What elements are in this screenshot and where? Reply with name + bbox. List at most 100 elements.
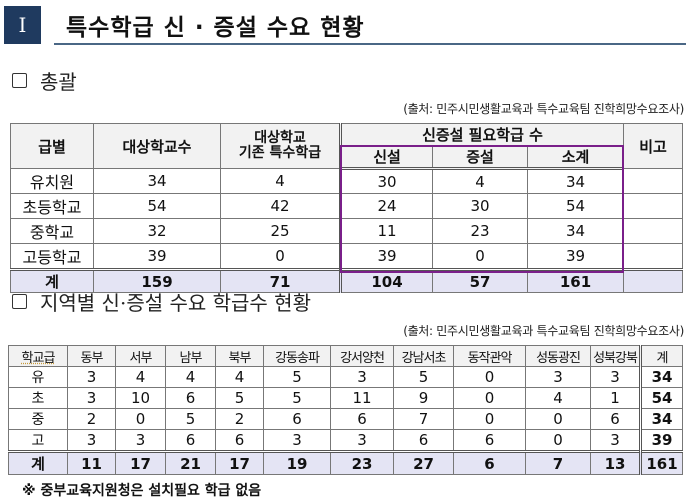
cell: 6: [165, 429, 216, 452]
section-number-badge: I: [4, 6, 41, 44]
cell: 3: [590, 429, 641, 452]
cell-subtotal: 54: [527, 193, 624, 219]
cell-level: 고등학교: [10, 243, 94, 270]
cell: 0: [453, 387, 526, 409]
cell-schools: 32: [93, 218, 221, 244]
cell: 계: [8, 450, 68, 475]
cell: 4: [165, 366, 216, 388]
cell-level: 유치원: [10, 168, 94, 194]
cell: 6: [330, 408, 394, 430]
cell: 3: [115, 429, 166, 452]
header-cell: 북부: [215, 345, 264, 367]
cell: 34: [639, 408, 683, 430]
cell-remarks: [623, 218, 683, 244]
cell-existing: 4: [220, 168, 342, 194]
cell: 11: [330, 387, 394, 409]
header-cell: 학교급: [8, 345, 68, 367]
cell: 6: [165, 387, 216, 409]
cell: 6: [453, 450, 526, 475]
header-needed-group: 신증설 필요학급 수: [340, 123, 624, 146]
cell: 5: [165, 408, 216, 430]
header-existing: 대상학교 기존 특수학급: [220, 123, 342, 169]
cell: 6: [590, 408, 641, 430]
cell-expand: 23: [432, 218, 528, 244]
cell: 161: [639, 450, 683, 475]
cell-expand: 0: [432, 243, 528, 270]
header-existing-line1: 대상학교: [254, 130, 306, 146]
cell: 중: [8, 408, 68, 430]
cell: 0: [525, 408, 591, 430]
cell: 고: [8, 429, 68, 452]
cell: 11: [67, 450, 116, 475]
section-title-summary: 총괄: [40, 70, 77, 94]
regional-table: 학교급 동부 서부 남부 북부 강동송파 강서양천 강남서초 동작관악 성동광진…: [8, 345, 683, 475]
cell: 2: [67, 408, 116, 430]
table-row: 초 3 10 6 5 5 11 9 0 4 1 54: [8, 387, 683, 409]
header-cell: 성동광진: [525, 345, 591, 367]
cell: 5: [215, 387, 264, 409]
cell-remarks: [623, 168, 683, 194]
cell-remarks: [623, 268, 683, 293]
cell: 3: [330, 366, 394, 388]
cell: 3: [330, 429, 394, 452]
cell-remarks: [623, 243, 683, 270]
cell: 3: [67, 366, 116, 388]
cell: 7: [525, 450, 591, 475]
cell: 3: [67, 387, 116, 409]
header-cell: 서부: [115, 345, 166, 367]
source-note: (출처: 민주시민생활교육과 특수교육팀 진학희망수요조사): [403, 324, 684, 338]
page-title: 특수학급 신 · 증설 수요 현황: [66, 15, 365, 41]
cell: 7: [393, 408, 454, 430]
cell: 3: [67, 429, 116, 452]
cell: 34: [639, 366, 683, 388]
cell: 4: [525, 387, 591, 409]
cell-new: 11: [340, 218, 433, 244]
header-subtotal: 소계: [527, 145, 624, 170]
cell: 0: [115, 408, 166, 430]
cell: 5: [263, 366, 331, 388]
cell: 21: [165, 450, 216, 475]
cell: 0: [453, 366, 526, 388]
cell: 2: [215, 408, 264, 430]
table-row: 중학교 32 25 11 23 34: [10, 218, 683, 244]
header-existing-line2: 기존 특수학급: [238, 145, 322, 161]
cell-remarks: [623, 193, 683, 219]
cell-subtotal: 34: [527, 168, 624, 194]
cell: 19: [263, 450, 331, 475]
header-row: 학교급 동부 서부 남부 북부 강동송파 강서양천 강남서초 동작관악 성동광진…: [8, 345, 683, 367]
cell-schools: 54: [93, 193, 221, 219]
cell: 27: [393, 450, 454, 475]
cell: 0: [453, 408, 526, 430]
section-title-regional: 지역별 신·증설 수요 학급수 현황: [40, 291, 311, 315]
header-cell: 강서양천: [330, 345, 394, 367]
header-cell: 남부: [165, 345, 216, 367]
header-cell: 동부: [67, 345, 116, 367]
header-cell: 성북강북: [590, 345, 641, 367]
header-expand: 증설: [432, 145, 528, 170]
cell-level: 초등학교: [10, 193, 94, 219]
cell-new: 24: [340, 193, 433, 219]
cell: 17: [215, 450, 264, 475]
cell-schools: 39: [93, 243, 221, 270]
cell-level: 중학교: [10, 218, 94, 244]
table-row: 유 3 4 4 4 5 3 5 0 3 3 34: [8, 366, 683, 388]
cell: 유: [8, 366, 68, 388]
total-row: 계 11 17 21 17 19 23 27 6 7 13 161: [8, 450, 683, 475]
header-new: 신설: [340, 145, 433, 170]
cell-schools: 159: [93, 268, 221, 293]
table-row: 고등학교 39 0 39 0 39: [10, 243, 683, 270]
summary-table: 급별 대상학교수 대상학교 기존 특수학급 신증설 필요학급 수 비고 신설 증…: [10, 123, 683, 293]
footnote: ※ 중부교육지원청은 설치필요 학급 없음: [22, 483, 262, 499]
cell-new: 104: [340, 268, 433, 293]
cell: 39: [639, 429, 683, 452]
cell: 6: [263, 408, 331, 430]
table-row: 초등학교 54 42 24 30 54: [10, 193, 683, 219]
cell-existing: 71: [220, 268, 342, 293]
cell: 9: [393, 387, 454, 409]
cell-subtotal: 161: [527, 268, 624, 293]
total-row: 계 159 71 104 57 161: [10, 268, 683, 293]
cell: 6: [215, 429, 264, 452]
cell: 3: [263, 429, 331, 452]
cell-subtotal: 34: [527, 218, 624, 244]
cell: 1: [590, 387, 641, 409]
